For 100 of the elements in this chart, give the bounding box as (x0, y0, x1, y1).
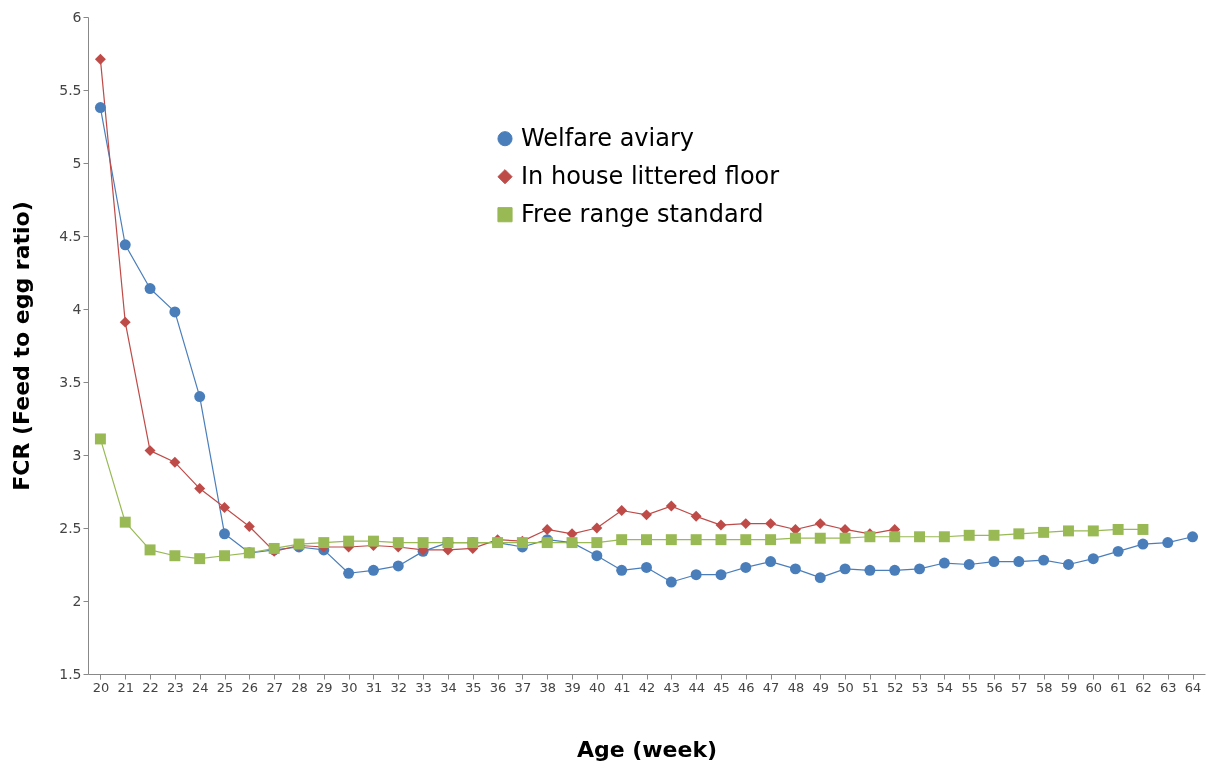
x-tick-label: 24 (191, 679, 209, 695)
point (318, 537, 330, 549)
x-tick-label: 58 (1035, 679, 1053, 695)
point (1038, 554, 1050, 566)
point (814, 532, 826, 544)
point (1187, 531, 1199, 543)
point (144, 445, 156, 457)
point (392, 537, 404, 549)
x-tick-label: 33 (415, 679, 432, 695)
x-tick-label: 34 (440, 679, 457, 695)
point (1137, 538, 1149, 550)
point (715, 534, 727, 546)
x-tick-label: 20 (92, 679, 110, 695)
point (1112, 545, 1124, 557)
point (169, 550, 181, 562)
point (938, 531, 950, 543)
point (938, 557, 950, 569)
x-tick-label: 36 (489, 679, 507, 695)
point (1087, 525, 1099, 537)
x-tick-label: 45 (713, 679, 730, 695)
x-tick-label: 49 (812, 679, 830, 695)
point (1038, 526, 1050, 538)
point (641, 561, 652, 573)
x-tick-label: 40 (589, 679, 606, 695)
point (665, 576, 677, 588)
point (94, 433, 106, 445)
point (219, 502, 230, 514)
point (144, 544, 156, 556)
x-axis-title: Age (week) (576, 736, 718, 762)
x-tick-label: 38 (539, 679, 556, 695)
x-tick-label: 53 (911, 679, 929, 695)
x-tick-label: 26 (241, 679, 259, 695)
x-tick-label: 61 (1110, 679, 1127, 695)
x-tick-label: 59 (1060, 679, 1078, 695)
point (541, 523, 553, 535)
point (839, 563, 851, 575)
x-tick-label: 28 (291, 679, 308, 695)
x-tick-label: 22 (142, 679, 159, 695)
point (963, 559, 975, 570)
x-tick-label: 21 (117, 679, 135, 695)
y-tick-label: 3 (72, 446, 82, 463)
point (1162, 537, 1174, 549)
point (417, 537, 429, 549)
point (715, 519, 727, 531)
x-tick-label: 56 (986, 679, 1003, 695)
point (740, 561, 752, 573)
y-tick-label: 1.5 (59, 665, 82, 682)
x-tick-label: 48 (787, 679, 805, 695)
point (988, 529, 1000, 541)
x-tick-label: 25 (216, 679, 234, 695)
point (119, 516, 131, 528)
point (814, 518, 826, 530)
legend-label: Welfare aviary (521, 123, 695, 152)
y-tick-label: 2.5 (59, 519, 82, 536)
x-tick-label: 30 (340, 679, 358, 695)
point (243, 521, 255, 533)
x-tick-label: 27 (266, 679, 283, 695)
point (144, 283, 156, 295)
x-tick-label: 50 (837, 679, 854, 695)
point (119, 316, 131, 328)
point (814, 572, 826, 584)
point (219, 550, 230, 562)
point (1137, 523, 1149, 535)
x-tick-label: 39 (564, 679, 581, 695)
point (715, 569, 727, 581)
point (789, 563, 801, 575)
legend-label: In house littered floor (521, 161, 780, 190)
point (665, 534, 677, 546)
point (889, 531, 901, 543)
point (591, 550, 603, 562)
point (690, 569, 702, 581)
point (194, 391, 206, 403)
y-tick-label: 5 (72, 154, 82, 171)
point (169, 456, 181, 468)
point (1063, 559, 1074, 570)
point (343, 535, 355, 547)
point (740, 534, 752, 546)
y-tick-label: 6 (72, 8, 82, 25)
point (690, 534, 702, 546)
x-tick-label: 52 (886, 679, 904, 695)
y-tick-label: 4.5 (59, 227, 82, 244)
x-tick-label: 57 (1011, 679, 1028, 695)
point (1013, 556, 1025, 568)
point (616, 505, 628, 516)
point (889, 564, 901, 576)
x-tick-label: 55 (961, 679, 978, 695)
point (1087, 553, 1099, 565)
point (914, 531, 926, 543)
point (839, 532, 851, 544)
x-tick-label: 64 (1184, 679, 1202, 695)
point (169, 306, 181, 318)
point (641, 509, 652, 521)
y-tick-label: 4 (72, 300, 82, 317)
x-tick-label: 63 (1159, 679, 1177, 695)
x-tick-label: 62 (1135, 679, 1152, 695)
point (988, 556, 1000, 568)
point (591, 537, 603, 549)
point (119, 239, 131, 251)
point (789, 532, 801, 544)
point (392, 560, 404, 572)
